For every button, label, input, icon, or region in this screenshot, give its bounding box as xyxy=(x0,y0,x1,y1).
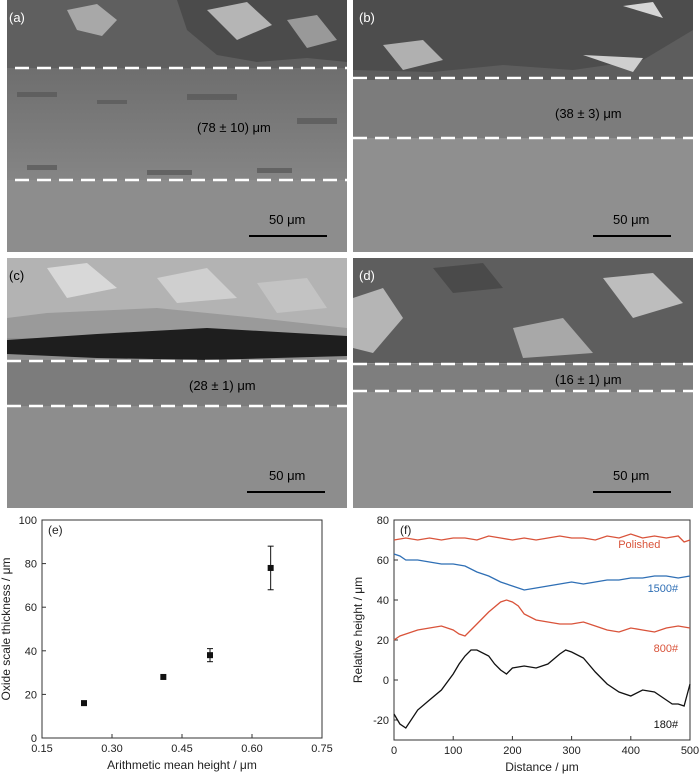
y-axis-label: Oxide scale thickness / μm xyxy=(0,558,13,701)
thickness-label: (78 ± 10) μm xyxy=(197,120,271,135)
series-label: 180# xyxy=(654,719,679,731)
x-axis-label: Arithmetic mean height / μm xyxy=(107,758,257,772)
x-tick-label: 0.30 xyxy=(101,743,122,755)
series-line xyxy=(393,533,691,543)
y-tick-label: 40 xyxy=(25,646,37,658)
scale-bar-label: 50 μm xyxy=(613,468,650,483)
micrograph-b-image xyxy=(353,0,693,252)
series-line xyxy=(393,599,691,641)
x-tick-label: 500 xyxy=(681,745,699,757)
series-label: 800# xyxy=(654,643,679,655)
panel-letter: (d) xyxy=(359,268,375,283)
x-tick-label: 300 xyxy=(562,745,580,757)
y-tick-label: 60 xyxy=(377,555,389,567)
series-label: Polished xyxy=(618,539,660,551)
panel-letter: (b) xyxy=(359,10,375,25)
y-axis-label: Relative height / μm xyxy=(351,577,365,683)
micrograph-c: (c) (28 ± 1) μm 50 μm xyxy=(7,258,347,508)
y-tick-label: 60 xyxy=(25,602,37,614)
x-tick-label: 400 xyxy=(622,745,640,757)
micrograph-a: (a) (78 ± 10) μm 50 μm xyxy=(7,0,347,252)
y-tick-label: 20 xyxy=(25,689,37,701)
data-point xyxy=(160,673,167,680)
scale-bar-label: 50 μm xyxy=(269,468,306,483)
thickness-label: (16 ± 1) μm xyxy=(555,372,622,387)
micrograph-d-image xyxy=(353,258,693,508)
series-line xyxy=(393,553,691,591)
x-tick-label: 100 xyxy=(444,745,462,757)
thickness-label: (28 ± 1) μm xyxy=(189,378,256,393)
micrograph-c-image xyxy=(7,258,347,508)
chart-f-line: 0 100 200 300 400 500 -20 0 20 40 60 80 Distance / μ… xyxy=(351,515,699,774)
x-tick-label: 0.45 xyxy=(171,743,192,755)
x-tick-label: 200 xyxy=(503,745,521,757)
data-point xyxy=(81,700,87,707)
series-line xyxy=(393,649,691,729)
y-tick-label: 0 xyxy=(31,733,37,745)
data-point xyxy=(207,652,213,659)
plot-frame xyxy=(393,519,691,741)
panel-letter: (a) xyxy=(9,10,25,25)
x-axis-label: Distance / μm xyxy=(505,760,579,774)
y-tick-label: 20 xyxy=(377,635,389,647)
y-tick-label: 40 xyxy=(377,595,389,607)
x-tick-label: 0 xyxy=(391,745,397,757)
panel-letter: (f) xyxy=(400,523,411,537)
series-label: 1500# xyxy=(648,583,679,595)
y-tick-label: 100 xyxy=(19,515,37,527)
x-tick-label: 0.15 xyxy=(31,743,52,755)
data-point xyxy=(267,564,274,571)
micrograph-b: (b) (38 ± 3) μm 50 μm xyxy=(353,0,693,252)
panel-letter: (c) xyxy=(9,268,25,283)
y-tick-label: 80 xyxy=(25,559,37,571)
x-tick-label: 0.60 xyxy=(241,743,262,755)
scale-bar-label: 50 μm xyxy=(613,212,650,227)
y-tick-label: 80 xyxy=(377,515,389,527)
y-tick-label: -20 xyxy=(373,715,389,727)
panel-letter: (e) xyxy=(48,523,63,537)
scale-bar-label: 50 μm xyxy=(269,212,306,227)
micrograph-d: (d) (16 ± 1) μm 50 μm xyxy=(353,258,693,508)
chart-e-scatter: 0.15 0.30 0.45 0.60 0.75 0 20 40 60 80 100 Arithmet… xyxy=(0,515,333,772)
micrograph-a-image xyxy=(7,0,347,252)
thickness-label: (38 ± 3) μm xyxy=(555,106,622,121)
y-tick-label: 0 xyxy=(383,675,389,687)
x-tick-label: 0.75 xyxy=(311,743,332,755)
